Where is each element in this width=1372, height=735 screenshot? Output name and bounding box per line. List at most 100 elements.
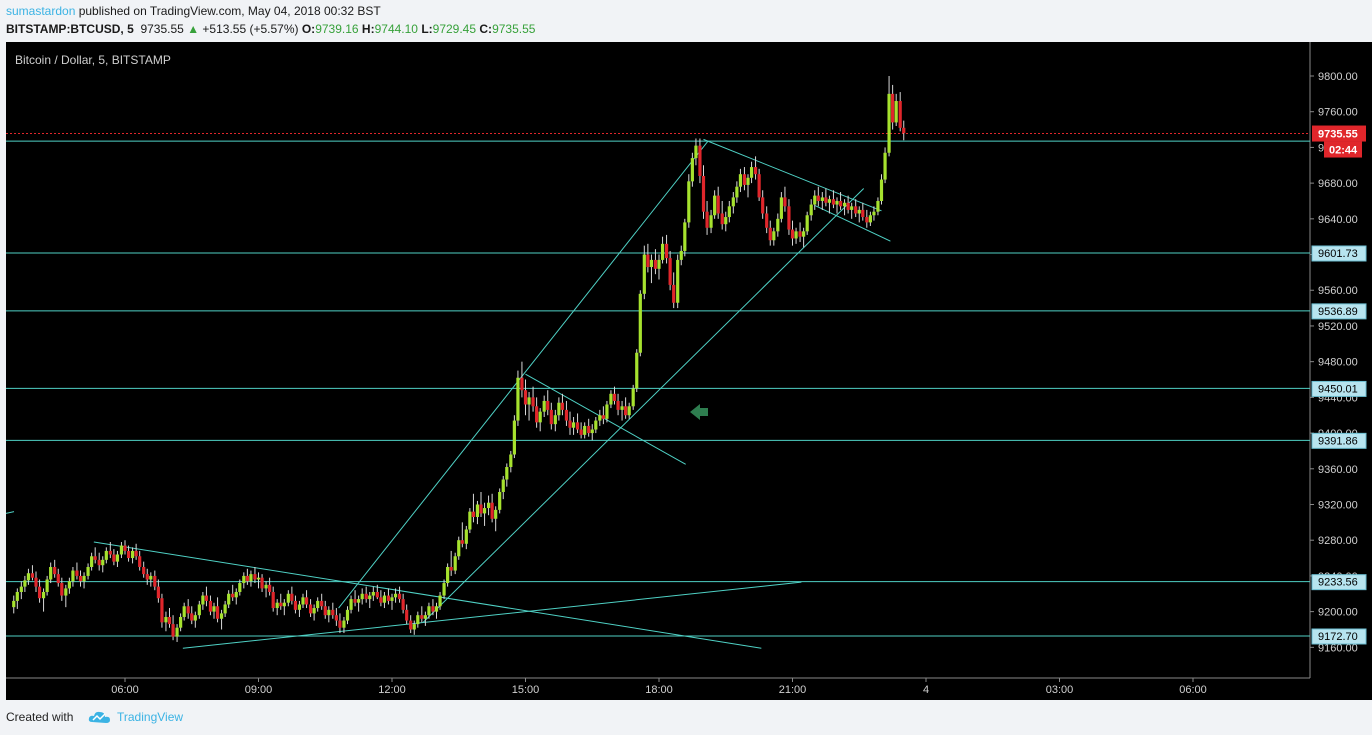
candle — [894, 93, 898, 126]
candle — [749, 161, 754, 184]
candle — [560, 393, 565, 416]
candle — [831, 190, 836, 209]
candle — [505, 463, 509, 487]
candle — [616, 393, 620, 416]
candle — [368, 591, 372, 609]
candle — [716, 186, 720, 219]
candle — [583, 422, 587, 439]
candle — [268, 577, 272, 596]
candle — [264, 581, 268, 598]
author-link[interactable]: sumastardon — [6, 4, 76, 18]
candle — [379, 590, 383, 607]
candles — [12, 76, 906, 642]
candle — [423, 611, 427, 626]
candle — [527, 392, 531, 421]
candle — [219, 609, 224, 630]
candle — [126, 545, 131, 562]
svg-text:9172.70: 9172.70 — [1318, 631, 1358, 643]
candle — [201, 591, 205, 610]
candle — [301, 593, 305, 609]
svg-text:9391.86: 9391.86 — [1318, 435, 1358, 447]
candle — [446, 563, 450, 587]
time-tick-label: 18:00 — [645, 684, 673, 696]
candle — [375, 584, 379, 600]
candle — [587, 418, 591, 437]
candle — [512, 415, 516, 459]
candle — [724, 211, 728, 232]
candlestick-chart[interactable]: Bitcoin / Dollar, 5, BITSTAMP 9160.00 920… — [6, 42, 1372, 700]
candle — [156, 579, 160, 603]
candle — [212, 602, 216, 619]
close-label: C: — [479, 22, 493, 36]
open-value: 9739.16 — [315, 22, 359, 36]
candle — [275, 599, 279, 616]
tradingview-brand-link[interactable]: TradingView — [117, 710, 184, 724]
candle — [479, 491, 483, 517]
candle — [145, 568, 149, 585]
candle — [579, 422, 583, 439]
candle — [142, 561, 146, 578]
publish-line: sumastardon published on TradingView.com… — [6, 4, 381, 18]
time-tick-label: 21:00 — [779, 684, 807, 696]
candle — [41, 588, 46, 612]
candle — [182, 602, 186, 621]
candle — [97, 552, 101, 571]
candle — [609, 390, 613, 409]
candle — [642, 245, 646, 300]
candle — [590, 424, 594, 441]
published-text: published on TradingView.com, May 04, 20… — [75, 4, 381, 18]
chart-area[interactable]: Bitcoin / Dollar, 5, BITSTAMP 9160.00 920… — [6, 42, 1372, 700]
candle — [34, 571, 38, 592]
candle — [360, 588, 364, 605]
candle — [765, 206, 769, 234]
candle — [879, 174, 884, 205]
trend-line — [422, 188, 865, 623]
candle — [179, 613, 183, 632]
candle — [312, 604, 316, 621]
candle — [353, 590, 357, 607]
candle — [687, 174, 691, 228]
candle — [731, 192, 735, 214]
candle — [409, 615, 413, 634]
candle — [190, 606, 194, 625]
candle — [431, 599, 435, 616]
trend-line — [703, 138, 882, 212]
tradingview-cloud-icon[interactable] — [88, 709, 112, 725]
trend-line — [6, 511, 15, 514]
candle — [271, 586, 275, 612]
candle — [660, 236, 665, 264]
trend-lines — [6, 138, 891, 649]
candle — [531, 386, 535, 412]
up-arrow-icon: ▲ — [187, 22, 200, 36]
candle — [883, 147, 887, 184]
candle — [223, 600, 227, 617]
candle — [427, 602, 431, 619]
candle — [701, 165, 706, 219]
candle — [108, 541, 112, 559]
time-tick-label: 03:00 — [1046, 684, 1074, 696]
candle — [215, 597, 220, 623]
candle — [249, 570, 253, 587]
candle — [449, 550, 453, 576]
candle — [516, 370, 520, 426]
close-value: 9735.55 — [492, 22, 536, 36]
candle — [638, 290, 642, 357]
candle — [646, 243, 650, 273]
candle — [23, 575, 27, 592]
candle — [653, 249, 658, 275]
candle — [649, 254, 654, 284]
candle — [457, 536, 461, 560]
level-price-label: 9172.70 — [1311, 628, 1367, 645]
candle — [434, 602, 439, 619]
price-tick-label: 9480.00 — [1318, 357, 1358, 369]
candle — [26, 568, 31, 585]
candle — [783, 186, 787, 212]
candle — [260, 574, 264, 592]
price-tick-label: 9320.00 — [1318, 499, 1358, 511]
candle — [78, 570, 83, 587]
candle — [282, 599, 286, 616]
candle — [149, 572, 153, 587]
candle — [776, 213, 780, 237]
candle — [664, 234, 669, 264]
candle — [49, 562, 53, 584]
